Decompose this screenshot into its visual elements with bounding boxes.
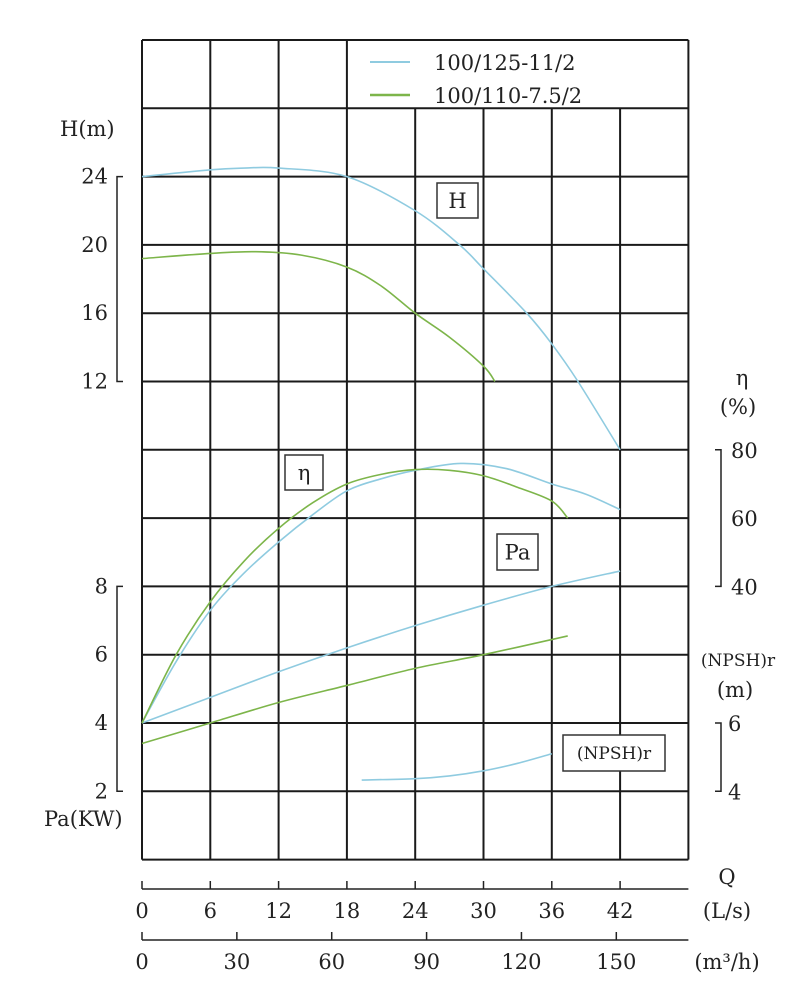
flow-ls-tick-label: 30 <box>470 899 497 923</box>
npsh-tick-label: 6 <box>728 712 741 736</box>
flow-m3h-tick-label: 90 <box>413 950 440 974</box>
curve-label-power-box <box>496 533 539 571</box>
flow-ls-tick-label: 6 <box>204 899 217 923</box>
flow-ls-tick-label: 18 <box>334 899 361 923</box>
curve-efficiency-series-1 <box>141 462 621 724</box>
flow-ls-tick-label: 24 <box>402 899 429 923</box>
flow-m3h-tick-label: 120 <box>501 950 541 974</box>
curve-label-efficiency-box <box>284 454 324 491</box>
legend-label-series-2: 100/110-7.5/2 <box>434 84 582 108</box>
head-tick-label: 16 <box>81 301 108 325</box>
efficiency-axis-symbol: η <box>736 366 749 390</box>
flow-m3h-tick-label: 0 <box>135 950 148 974</box>
power-axis-bracket <box>116 585 123 793</box>
head-axis-title: H(m) <box>60 117 115 141</box>
flow-ls-unit: (L/s) <box>703 899 751 923</box>
npsh-axis-title: (NPSH)r <box>701 651 776 671</box>
curve-head-series-2 <box>141 250 496 382</box>
flow-axis-title: Q <box>718 865 735 889</box>
power-tick-label: 4 <box>95 711 108 735</box>
curve-power-series-2 <box>141 635 568 745</box>
legend-label-series-1: 100/125-11/2 <box>434 51 576 75</box>
curve-label-npsh-box <box>562 734 666 772</box>
curve-npsh-series-1 <box>361 752 553 781</box>
flow-m3h-tick-label: 30 <box>223 950 250 974</box>
efficiency-axis-bracket <box>715 449 722 588</box>
curve-label-npsh: (NPSH)r <box>577 744 652 764</box>
power-tick-label: 6 <box>95 643 108 667</box>
power-tick-label: 8 <box>95 574 108 598</box>
curve-efficiency-series-2 <box>141 468 569 724</box>
flow-ls-tick-label: 42 <box>607 899 634 923</box>
flow-ls-tick-label: 12 <box>265 899 292 923</box>
flow-ls-tick-label: 0 <box>135 899 148 923</box>
flow-m3h-unit: (m³/h) <box>694 950 759 974</box>
curve-label-head-box <box>436 182 479 219</box>
head-tick-label: 20 <box>81 233 108 257</box>
flow-m3h-tick-label: 150 <box>596 950 636 974</box>
curve-power-series-1 <box>141 570 621 724</box>
head-axis-bracket <box>116 175 123 383</box>
efficiency-tick-label: 60 <box>731 507 758 531</box>
head-tick-label: 24 <box>81 165 108 189</box>
power-axis-title: Pa(KW) <box>44 807 123 831</box>
npsh-axis-bracket <box>715 722 722 793</box>
curve-label-power: Pa <box>505 541 531 565</box>
efficiency-tick-label: 40 <box>731 575 758 599</box>
efficiency-tick-label: 80 <box>731 439 758 463</box>
curve-label-head: H <box>448 189 466 213</box>
head-tick-label: 12 <box>81 370 108 394</box>
power-tick-label: 2 <box>95 779 108 803</box>
npsh-tick-label: 4 <box>728 780 741 804</box>
npsh-axis-unit: (m) <box>717 678 753 702</box>
efficiency-axis-unit: (%) <box>720 395 756 419</box>
flow-m3h-tick-label: 60 <box>318 950 345 974</box>
curve-label-efficiency: η <box>298 461 311 485</box>
curve-head-series-1 <box>141 166 621 451</box>
flow-ls-tick-label: 36 <box>538 899 565 923</box>
